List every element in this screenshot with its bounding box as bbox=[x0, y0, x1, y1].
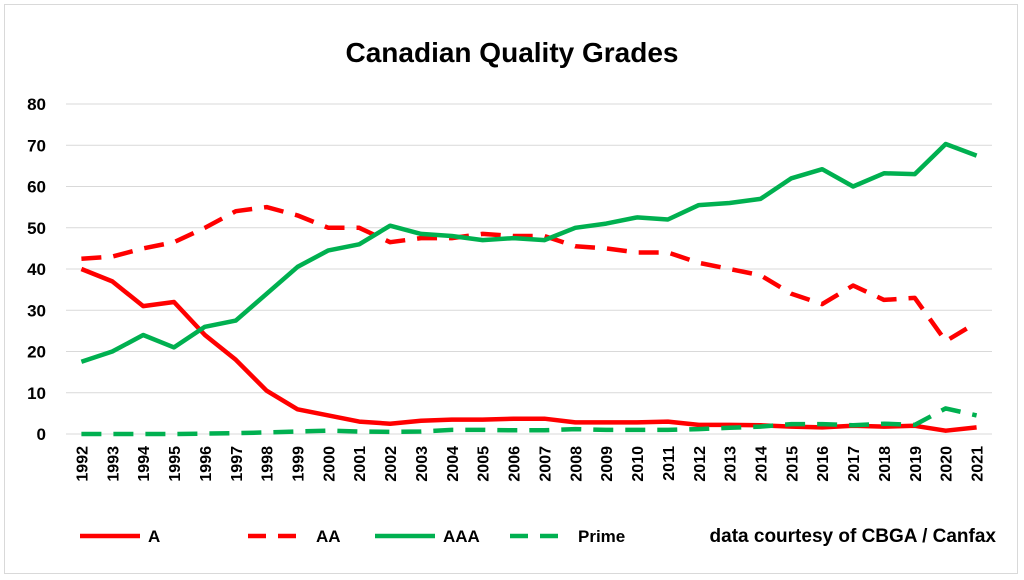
x-tick-2003: 2003 bbox=[414, 446, 431, 482]
series-line-a bbox=[80, 266, 977, 433]
y-tick-0: 0 bbox=[37, 425, 46, 444]
y-tick-50: 50 bbox=[27, 219, 46, 238]
x-tick-2016: 2016 bbox=[815, 446, 832, 482]
x-tick-2012: 2012 bbox=[692, 446, 709, 482]
x-tick-2009: 2009 bbox=[599, 446, 616, 482]
x-tick-2004: 2004 bbox=[445, 446, 462, 482]
x-tick-2015: 2015 bbox=[784, 446, 801, 482]
x-tick-1996: 1996 bbox=[198, 446, 215, 482]
x-axis-tick-labels: 1992 1993 1994 1995 1996 1997 1998 1999 2000 2001… bbox=[74, 446, 986, 482]
x-tick-2013: 2013 bbox=[723, 446, 740, 482]
series-line-aaa bbox=[80, 141, 978, 364]
x-tick-2007: 2007 bbox=[537, 446, 554, 482]
y-tick-40: 40 bbox=[27, 260, 46, 279]
x-tick-1998: 1998 bbox=[260, 446, 277, 482]
chart-title: Canadian Quality Grades bbox=[346, 37, 679, 68]
legend: A AA AAA Prime bbox=[80, 527, 625, 546]
y-tick-60: 60 bbox=[27, 178, 46, 197]
x-tick-2008: 2008 bbox=[568, 446, 585, 482]
series-lines bbox=[80, 141, 978, 437]
series-line-prime bbox=[81, 406, 978, 437]
x-tick-2005: 2005 bbox=[476, 446, 493, 482]
x-tick-1999: 1999 bbox=[291, 446, 308, 482]
gridlines bbox=[66, 103, 992, 435]
data-credit: data courtesy of CBGA / Canfax bbox=[710, 526, 997, 547]
y-tick-30: 30 bbox=[27, 301, 46, 320]
x-tick-2006: 2006 bbox=[507, 446, 524, 482]
x-tick-2017: 2017 bbox=[846, 446, 863, 482]
y-tick-20: 20 bbox=[27, 343, 46, 362]
y-tick-80: 80 bbox=[27, 95, 46, 114]
legend-label-prime: Prime bbox=[578, 527, 625, 546]
x-tick-1993: 1993 bbox=[105, 446, 122, 482]
x-tick-2020: 2020 bbox=[939, 446, 956, 482]
x-tick-2014: 2014 bbox=[754, 446, 771, 482]
x-tick-2010: 2010 bbox=[630, 446, 647, 482]
y-axis-tick-labels: 0 10 20 30 40 50 60 70 80 bbox=[27, 95, 46, 444]
legend-label-a: A bbox=[148, 527, 160, 546]
x-tick-2000: 2000 bbox=[321, 446, 338, 482]
x-tick-1992: 1992 bbox=[74, 446, 91, 482]
x-tick-2001: 2001 bbox=[352, 446, 369, 482]
x-tick-1994: 1994 bbox=[136, 446, 153, 482]
x-tick-2018: 2018 bbox=[877, 446, 894, 482]
x-tick-1997: 1997 bbox=[229, 446, 246, 482]
x-tick-2021: 2021 bbox=[970, 446, 987, 482]
x-tick-1995: 1995 bbox=[167, 446, 184, 482]
y-tick-10: 10 bbox=[27, 384, 46, 403]
y-tick-70: 70 bbox=[27, 136, 46, 155]
legend-label-aa: AA bbox=[316, 527, 341, 546]
x-tick-2011: 2011 bbox=[661, 446, 678, 481]
x-tick-2019: 2019 bbox=[908, 446, 925, 482]
legend-label-aaa: AAA bbox=[443, 527, 480, 546]
series-line-aa bbox=[81, 204, 978, 344]
x-tick-2002: 2002 bbox=[383, 446, 400, 482]
